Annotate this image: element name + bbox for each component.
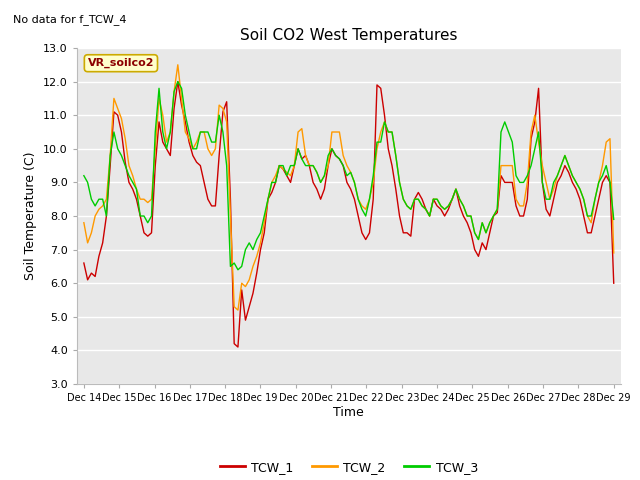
TCW_3 xyxy=(249,247,257,252)
Text: No data for f_TCW_4: No data for f_TCW_4 xyxy=(13,14,126,25)
Y-axis label: Soil Temperature (C): Soil Temperature (C) xyxy=(24,152,38,280)
TCW_3 xyxy=(343,173,351,179)
TCW_2 xyxy=(557,163,565,168)
TCW_1 xyxy=(174,79,182,84)
TCW_1 xyxy=(422,206,429,212)
Line: TCW_1: TCW_1 xyxy=(84,82,614,347)
TCW_2 xyxy=(174,62,182,68)
TCW_3 xyxy=(234,267,242,273)
TCW_2 xyxy=(433,196,441,202)
Legend: TCW_1, TCW_2, TCW_3: TCW_1, TCW_2, TCW_3 xyxy=(215,456,483,479)
TCW_3 xyxy=(80,173,88,179)
TCW_2 xyxy=(80,220,88,226)
TCW_3 xyxy=(610,216,618,222)
TCW_3 xyxy=(365,196,373,202)
TCW_2 xyxy=(343,163,351,168)
TCW_1 xyxy=(343,180,351,185)
TCW_1 xyxy=(433,203,441,209)
Title: Soil CO2 West Temperatures: Soil CO2 West Temperatures xyxy=(240,28,458,43)
TCW_2 xyxy=(365,196,373,202)
TCW_2 xyxy=(234,307,242,313)
X-axis label: Time: Time xyxy=(333,406,364,419)
TCW_3 xyxy=(174,79,182,84)
TCW_1 xyxy=(610,280,618,286)
TCW_2 xyxy=(249,264,257,269)
TCW_1 xyxy=(80,260,88,266)
TCW_1 xyxy=(365,230,373,236)
Line: TCW_2: TCW_2 xyxy=(84,65,614,310)
TCW_1 xyxy=(234,344,242,350)
TCW_2 xyxy=(422,206,429,212)
TCW_2 xyxy=(610,250,618,256)
TCW_1 xyxy=(557,173,565,179)
TCW_1 xyxy=(249,290,257,296)
Line: TCW_3: TCW_3 xyxy=(84,82,614,270)
Text: VR_soilco2: VR_soilco2 xyxy=(88,58,154,68)
TCW_3 xyxy=(433,196,441,202)
TCW_3 xyxy=(422,206,429,212)
TCW_3 xyxy=(557,163,565,168)
